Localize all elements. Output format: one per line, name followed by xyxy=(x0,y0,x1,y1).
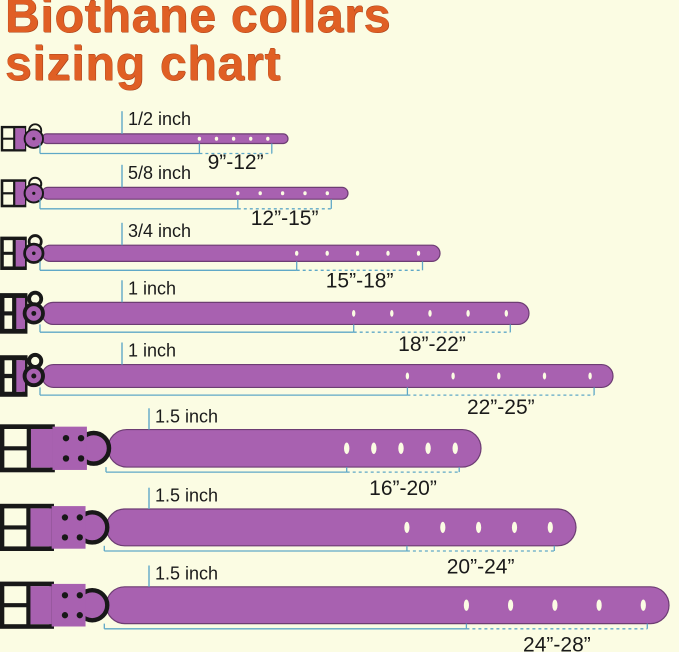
svg-text:12”-15”: 12”-15” xyxy=(251,207,319,230)
svg-text:1 inch: 1 inch xyxy=(128,341,176,361)
svg-text:18”-22”: 18”-22” xyxy=(398,333,466,356)
svg-text:1 inch: 1 inch xyxy=(128,278,176,298)
svg-text:16”-20”: 16”-20” xyxy=(369,477,437,500)
svg-text:1.5 inch: 1.5 inch xyxy=(155,564,218,584)
svg-text:24”-28”: 24”-28” xyxy=(523,633,591,652)
svg-text:20”-24”: 20”-24” xyxy=(447,556,515,579)
svg-text:1/2 inch: 1/2 inch xyxy=(128,109,191,129)
svg-text:3/4 inch: 3/4 inch xyxy=(128,221,191,241)
svg-text:15”-18”: 15”-18” xyxy=(326,270,394,293)
svg-text:9”-12”: 9”-12” xyxy=(208,151,264,174)
svg-text:1.5 inch: 1.5 inch xyxy=(155,406,218,426)
svg-text:1.5 inch: 1.5 inch xyxy=(155,486,218,506)
svg-text:5/8 inch: 5/8 inch xyxy=(128,163,191,183)
svg-text:22”-25”: 22”-25” xyxy=(467,396,535,419)
